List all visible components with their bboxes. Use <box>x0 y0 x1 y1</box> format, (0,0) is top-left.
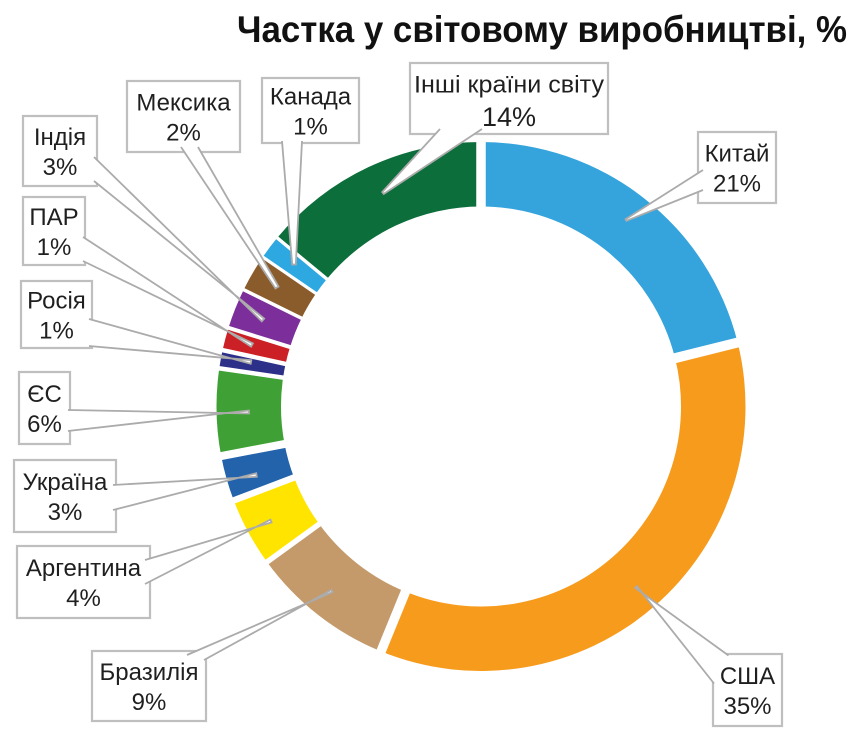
svg-text:Мексика: Мексика <box>136 90 231 117</box>
svg-text:ПАР: ПАР <box>29 204 78 231</box>
svg-text:9%: 9% <box>132 689 167 716</box>
svg-text:США: США <box>720 663 775 690</box>
svg-text:1%: 1% <box>293 114 328 141</box>
svg-text:21%: 21% <box>713 171 761 198</box>
svg-text:14%: 14% <box>482 102 536 132</box>
svg-text:1%: 1% <box>39 318 74 345</box>
svg-text:3%: 3% <box>48 499 83 526</box>
svg-text:6%: 6% <box>27 411 62 438</box>
svg-text:Канада: Канада <box>270 84 352 111</box>
svg-text:3%: 3% <box>43 154 78 181</box>
svg-text:Україна: Україна <box>23 469 108 496</box>
svg-text:4%: 4% <box>66 585 101 612</box>
svg-text:Росія: Росія <box>27 288 86 315</box>
svg-text:ЄС: ЄС <box>27 381 62 408</box>
svg-text:2%: 2% <box>166 120 201 147</box>
svg-text:1%: 1% <box>37 234 72 261</box>
svg-text:Китай: Китай <box>705 141 770 168</box>
svg-text:35%: 35% <box>723 693 771 720</box>
svg-text:Частка у світовому виробництві: Частка у світовому виробництві, % <box>237 9 847 50</box>
svg-text:Бразилія: Бразилія <box>100 659 199 686</box>
svg-text:Індія: Індія <box>34 124 86 151</box>
svg-text:Інші країни світу: Інші країни світу <box>414 72 604 99</box>
svg-text:Аргентина: Аргентина <box>26 555 142 582</box>
